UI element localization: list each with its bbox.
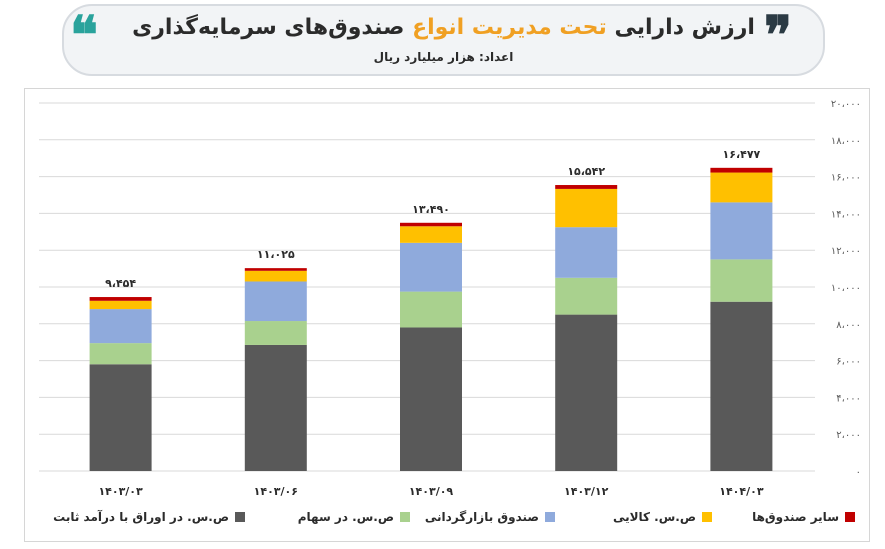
chart-title: ارزش دارایی تحت مدیریت انواع صندوق‌های س… [64, 15, 823, 40]
y-tick-label: ۱۰،۰۰۰ [831, 283, 861, 294]
legend-item: صندوق بازارگردانی [425, 510, 555, 524]
bar-segment [400, 327, 462, 471]
legend-label: ص.س. کالایی [612, 510, 696, 524]
legend-label: صندوق بازارگردانی [424, 510, 539, 524]
bar-segment [710, 301, 773, 471]
legend-item: ص.س. در سهام [298, 510, 410, 524]
y-tick-label: ۰ [856, 467, 861, 478]
total-data-label: ۱۶،۴۷۷ [723, 148, 761, 161]
bar-segment [710, 202, 773, 260]
title-part-1: ارزش دارایی [614, 15, 755, 40]
title-part-3: صندوق‌های سرمایه‌گذاری [132, 15, 405, 40]
bar-segment [89, 297, 152, 301]
bar-segment [710, 259, 773, 302]
y-tick-label: ۴،۰۰۰ [836, 393, 861, 404]
stacked-bar-chart: ۰ ۲،۰۰۰ ۴،۰۰۰ ۶،۰۰۰ ۸،۰۰۰ ۱۰،۰۰۰ ۱۲،۰۰۰ ۱۴،۰۰۰ ۱… [39, 99, 861, 498]
legend-label: ص.س. در اوراق با درآمد ثابت [53, 510, 229, 524]
legend-swatch [702, 512, 712, 522]
header-banner: ارزش دارایی تحت مدیریت انواع صندوق‌های س… [62, 4, 825, 76]
bar-segment [89, 343, 152, 365]
y-tick-label: ۱۴،۰۰۰ [831, 209, 861, 220]
x-tick-label: ۱۴۰۳/۰۳ [98, 485, 143, 498]
bar-segment [244, 268, 307, 271]
bar-segment [244, 344, 307, 471]
y-tick-label: ۶،۰۰۰ [836, 357, 861, 368]
x-tick-label: ۱۴۰۳/۰۹ [409, 485, 454, 498]
bar-segment [89, 364, 152, 471]
chart-subtitle: اعداد: هزار میلیارد ریال [373, 50, 514, 64]
bar-segment [555, 277, 618, 315]
x-tick-label: ۱۴۰۴/۰۳ [719, 485, 764, 498]
bar-segment [400, 222, 462, 227]
y-tick-label: ۱۶،۰۰۰ [831, 173, 861, 184]
x-tick-label: ۱۴۰۳/۱۲ [564, 485, 609, 498]
bar-segment [400, 226, 462, 243]
quote-close-icon: ❞ [764, 5, 792, 66]
legend-item: سایر صندوق‌ها [752, 510, 855, 524]
total-data-label: ۱۳،۴۹۰ [412, 203, 450, 216]
bar-segment [555, 314, 618, 471]
bar-segment [555, 188, 618, 228]
bar-segment [555, 227, 618, 278]
quote-open-icon: ❝ [70, 5, 98, 66]
legend-swatch [545, 512, 555, 522]
bar-segment [555, 185, 618, 189]
legend-item: ص.س. در اوراق با درآمد ثابت [53, 510, 245, 524]
bar-segment [400, 242, 462, 292]
y-tick-label: ۱۸،۰۰۰ [831, 136, 861, 147]
bar-segment [244, 321, 307, 345]
bar-segment [710, 172, 773, 203]
total-data-label: ۹،۴۵۴ [105, 277, 136, 290]
legend-swatch [845, 512, 855, 522]
y-tick-label: ۲،۰۰۰ [836, 430, 861, 441]
bar-segment [89, 300, 152, 310]
y-tick-label: ۲۰،۰۰۰ [831, 99, 861, 110]
bar-segment [89, 309, 152, 344]
x-tick-label: ۱۴۰۳/۰۶ [254, 485, 298, 498]
legend-swatch [235, 512, 245, 522]
total-data-label: ۱۵،۵۴۲ [567, 165, 605, 178]
y-tick-label: ۱۲،۰۰۰ [831, 246, 861, 257]
total-data-label: ۱۱،۰۲۵ [257, 248, 295, 261]
y-tick-label: ۸،۰۰۰ [836, 320, 861, 331]
legend-label: ص.س. در سهام [297, 510, 394, 524]
bar-segment [244, 270, 307, 282]
bar-segment [400, 291, 462, 328]
title-part-2: تحت مدیریت انواع [412, 15, 607, 40]
legend-label: سایر صندوق‌ها [752, 510, 839, 524]
bar-segment [244, 281, 307, 322]
bar-segment [710, 167, 773, 173]
legend-item: ص.س. کالایی [613, 510, 712, 524]
chart-frame: ۰ ۲،۰۰۰ ۴،۰۰۰ ۶،۰۰۰ ۸،۰۰۰ ۱۰،۰۰۰ ۱۲،۰۰۰ ۱۴،۰۰۰ ۱… [24, 88, 870, 542]
legend-swatch [400, 512, 410, 522]
